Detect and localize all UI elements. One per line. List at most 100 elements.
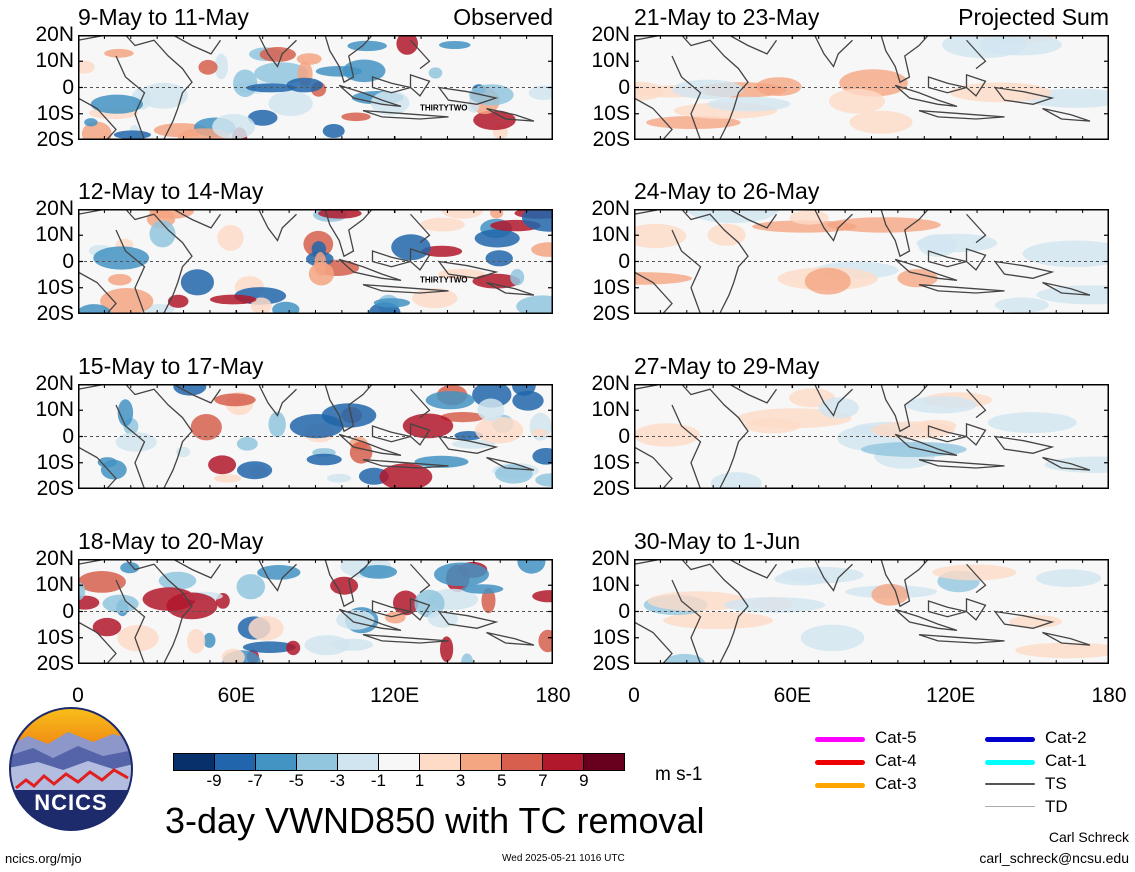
- anomaly-blob: [236, 437, 258, 451]
- legend-label: Cat-3: [875, 774, 917, 793]
- anomaly-blob: [308, 262, 334, 286]
- legend-label: Cat-5: [875, 728, 917, 747]
- anomaly-blob: [664, 653, 706, 664]
- anomaly-blob: [532, 428, 547, 437]
- anomaly-blob: [477, 398, 505, 422]
- panel-date-range: 15-May to 17-May: [78, 353, 264, 379]
- anomaly-blob: [248, 616, 284, 641]
- anomaly-blob: [707, 96, 791, 112]
- y-axis-label: 10N: [35, 573, 74, 597]
- anomaly-blob: [634, 423, 700, 447]
- anomaly-blob: [180, 269, 214, 296]
- anomaly-blob: [104, 48, 134, 58]
- x-axis-label: 0: [72, 684, 84, 707]
- y-axis-label: 20S: [592, 652, 630, 675]
- anomaly-blob: [326, 473, 352, 483]
- anomaly-blob: [330, 576, 359, 595]
- anomaly-blob: [117, 625, 159, 652]
- anomaly-blob: [531, 242, 553, 257]
- anomaly-blob: [646, 116, 741, 129]
- y-axis-label: 10N: [35, 49, 74, 73]
- coastlines: [78, 384, 534, 489]
- panel-date-range: 24-May to 26-May: [634, 178, 820, 204]
- y-axis-label: 20S: [36, 652, 74, 675]
- anomaly-blob: [522, 209, 553, 232]
- colorbar-swatch: [461, 754, 502, 770]
- footer-timestamp: Wed 2025-05-21 1016 UTC: [502, 853, 625, 864]
- x-axis-label: 60E: [773, 684, 812, 707]
- y-axis-label: 20N: [35, 23, 74, 46]
- anomaly-blob: [474, 229, 520, 248]
- anomaly-blob: [516, 295, 553, 314]
- anomaly-blob: [634, 223, 687, 249]
- anomaly-blob: [108, 274, 132, 286]
- legend-line: [985, 737, 1035, 742]
- anomaly-blob: [208, 455, 237, 475]
- anomaly-blob: [634, 81, 664, 101]
- anomaly-blob: [120, 562, 140, 574]
- legend-label: TD: [1045, 797, 1068, 816]
- y-axis-label: 0: [618, 249, 630, 273]
- y-axis-label: 20S: [592, 128, 630, 151]
- anomaly-blob: [663, 611, 774, 630]
- colorbar-tick-label: 9: [579, 771, 589, 790]
- legend-label: Cat-4: [875, 751, 917, 770]
- anomaly-blob: [905, 396, 977, 414]
- anomaly-blob: [322, 124, 345, 138]
- anomaly-blob: [427, 610, 459, 628]
- anomaly-blob: [1022, 240, 1109, 268]
- anomaly-blob: [818, 397, 859, 419]
- y-axis-label: 20N: [35, 372, 74, 395]
- anomaly-blob: [306, 453, 342, 466]
- anomaly-blob: [460, 653, 474, 664]
- anomaly-blob: [347, 40, 388, 52]
- y-axis-label: 20N: [35, 197, 74, 220]
- anomaly-blob: [341, 112, 371, 122]
- colorbar-tick-label: -3: [329, 771, 345, 790]
- anomaly-blob: [286, 640, 301, 656]
- anomaly-blob: [687, 209, 779, 223]
- anomaly-map: [634, 209, 1109, 314]
- anomaly-blob: [420, 217, 465, 232]
- anomaly-blob: [236, 574, 266, 600]
- anomaly-blob: [475, 416, 524, 444]
- anomaly-blob: [538, 629, 553, 653]
- anomaly-blob: [268, 90, 313, 117]
- coastlines: [634, 209, 1090, 314]
- y-axis-label: 20N: [591, 372, 630, 395]
- storm-label: THIRTYTWO: [420, 104, 468, 113]
- anomaly-blob: [461, 584, 504, 594]
- anomaly-blob: [233, 69, 258, 98]
- anomaly-blob: [438, 268, 486, 280]
- y-axis-label: 20N: [35, 547, 74, 570]
- y-axis-label: 20S: [592, 302, 630, 325]
- anomaly-blob: [472, 273, 521, 289]
- colorbar-tick-label: -9: [206, 771, 222, 790]
- anomaly-blob: [532, 448, 553, 465]
- anomaly-blob: [254, 62, 309, 85]
- logo-text: NCICS: [34, 790, 108, 815]
- anomaly-blob: [396, 35, 418, 55]
- anomaly-blob: [92, 617, 122, 637]
- y-axis-label: 10S: [592, 275, 630, 299]
- anomaly-blob: [304, 635, 350, 656]
- anomaly-blob: [336, 609, 375, 630]
- y-axis-label: 0: [618, 424, 630, 448]
- anomaly-blob: [942, 35, 1026, 59]
- x-axis-label: 120E: [370, 684, 420, 707]
- colorbar-tick-label: -5: [288, 771, 304, 790]
- anomaly-blob: [1036, 569, 1102, 588]
- colorbar-swatch: [338, 754, 379, 770]
- anomaly-blob: [100, 288, 154, 314]
- colorbar-tick-label: 3: [455, 771, 466, 790]
- anomaly-blob: [512, 390, 544, 411]
- anomaly-blob: [78, 595, 100, 610]
- anomaly-blob: [440, 412, 486, 423]
- y-axis-label: 10N: [591, 573, 630, 597]
- colorbar-swatch: [174, 754, 215, 770]
- anomaly-blob: [78, 571, 126, 593]
- anomaly-map: [78, 384, 553, 489]
- y-axis-label: 20N: [591, 547, 630, 570]
- anomaly-blob: [296, 53, 322, 65]
- legend-label: Cat-1: [1045, 751, 1087, 770]
